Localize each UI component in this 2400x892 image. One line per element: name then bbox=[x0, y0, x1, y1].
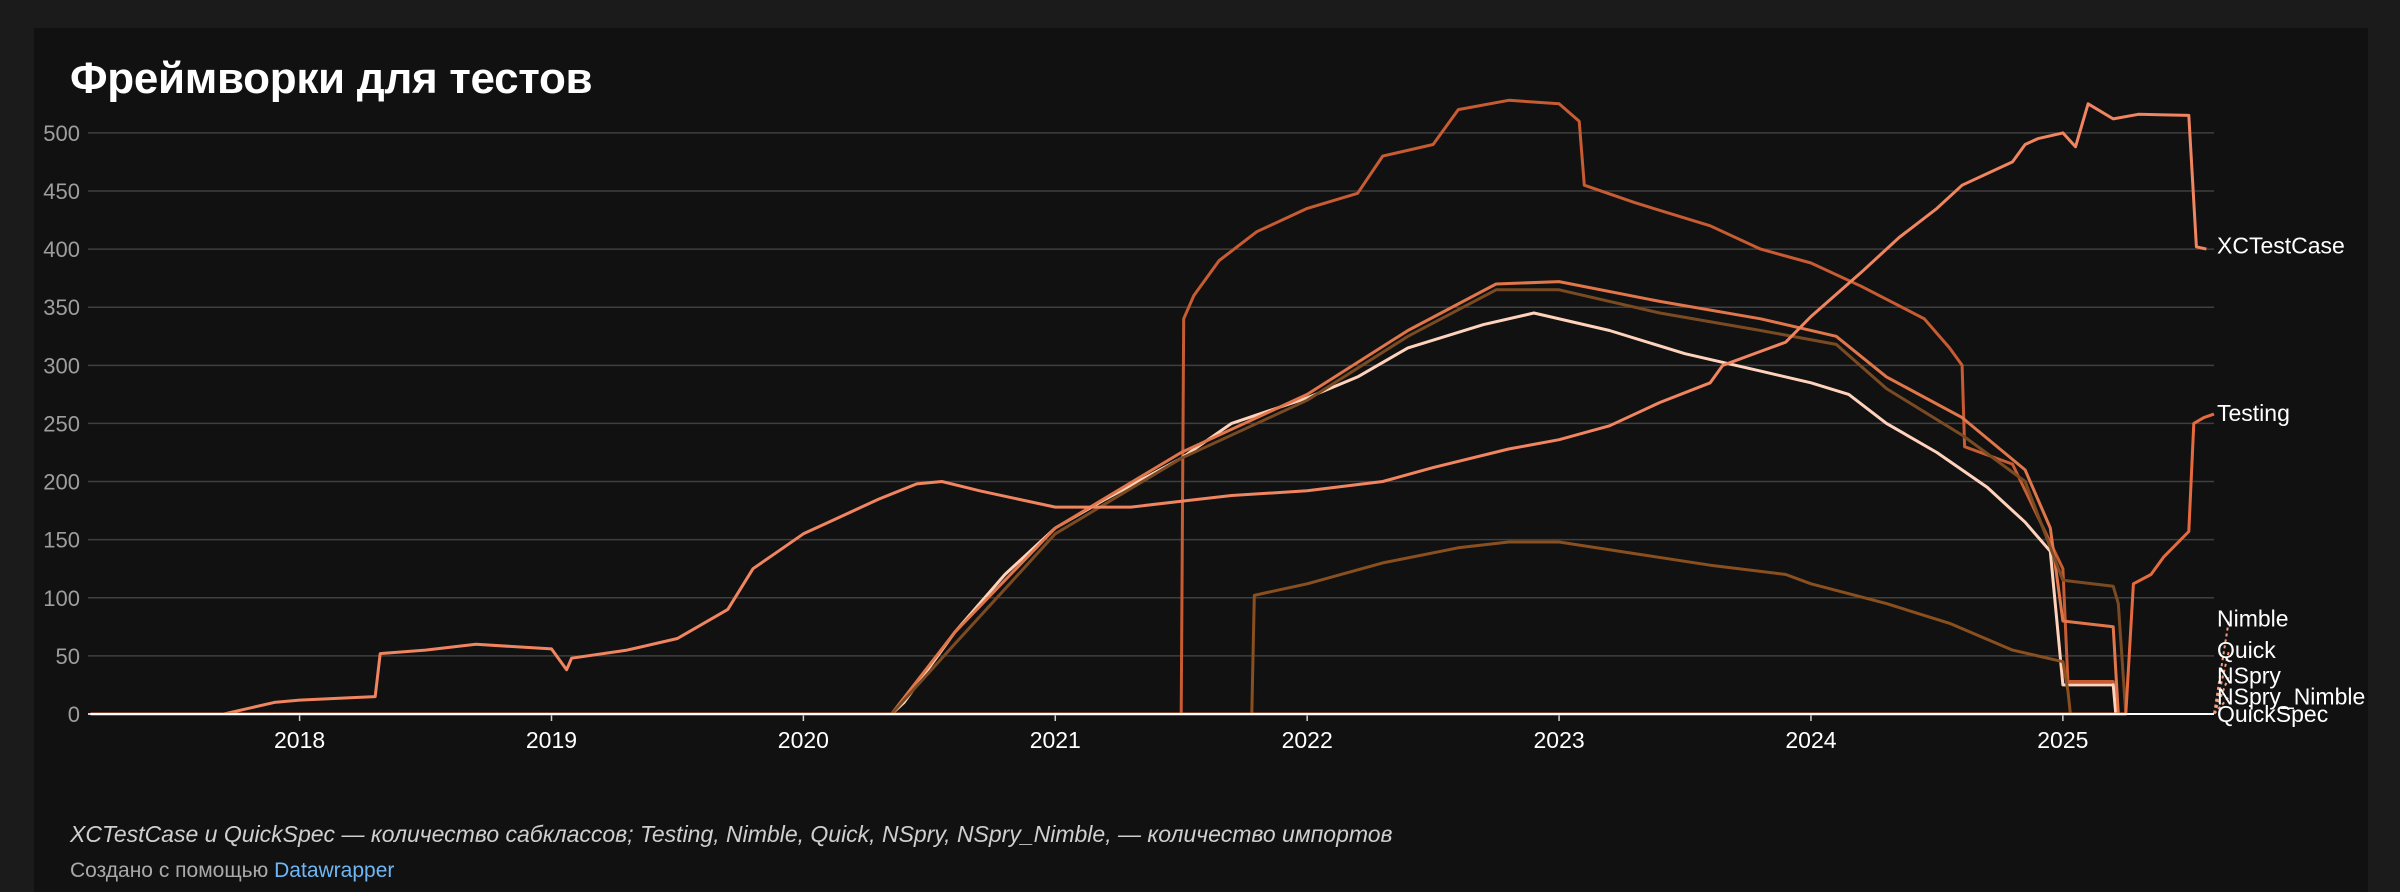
chart-notes: XCTestCase и QuickSpec — количество сабк… bbox=[70, 821, 1393, 847]
chart-title: Фреймворки для тестов bbox=[70, 54, 593, 103]
x-tick-label: 2019 bbox=[526, 727, 577, 753]
x-tick-label: 2024 bbox=[1785, 727, 1836, 753]
y-tick-label: 250 bbox=[43, 411, 80, 436]
y-tick-label: 100 bbox=[43, 586, 80, 611]
end-label-nspry: NSpry bbox=[2217, 663, 2281, 689]
y-tick-label: 50 bbox=[56, 644, 80, 669]
series-line bbox=[90, 98, 2120, 716]
y-tick-label: 500 bbox=[43, 121, 80, 146]
x-tick-label: 2021 bbox=[1030, 727, 1081, 753]
y-tick-label: 200 bbox=[43, 470, 80, 495]
series-line-nspry bbox=[90, 675, 2231, 715]
x-tick-label: 2018 bbox=[274, 727, 325, 753]
chart-card: Фреймворки для тестов 0 50 100 150 200 250 300… bbox=[34, 28, 2368, 892]
end-label-testing: Testing bbox=[2217, 400, 2290, 426]
end-label-nspry-nimble: NSpry_Nimble bbox=[2217, 684, 2365, 710]
datawrapper-link[interactable]: Datawrapper bbox=[274, 859, 395, 882]
x-tick-label: 2020 bbox=[778, 727, 829, 753]
x-tick-label: 2025 bbox=[2037, 727, 2088, 753]
credit-line: Создано с помощью Datawrapper bbox=[70, 859, 394, 883]
end-label-xctestcase: XCTestCase bbox=[2217, 233, 2345, 259]
end-label-nimble: Nimble bbox=[2217, 606, 2289, 632]
series-line bbox=[90, 540, 2072, 716]
y-tick-label: 300 bbox=[43, 353, 80, 378]
x-tick-label: 2023 bbox=[1533, 727, 1584, 753]
end-label-quick: Quick bbox=[2217, 637, 2276, 663]
series-line-testing bbox=[90, 412, 2215, 716]
series-line-nspry-nimble bbox=[90, 695, 2230, 715]
x-tick-label: 2022 bbox=[1282, 727, 1333, 753]
series-line bbox=[90, 288, 2128, 716]
credit-prefix: Создано с помощью bbox=[70, 859, 269, 882]
series-line-xctestcase bbox=[90, 102, 2207, 716]
y-tick-label: 0 bbox=[68, 702, 80, 727]
y-tick-label: 150 bbox=[43, 528, 80, 553]
y-tick-label: 400 bbox=[43, 237, 80, 262]
line-chart: 0 50 100 150 200 250 300 350 400 450 500 2018 2019 20… bbox=[43, 98, 2365, 753]
end-label-quickspec: QuickSpec bbox=[2217, 701, 2328, 727]
y-tick-label: 450 bbox=[43, 179, 80, 204]
y-tick-label: 350 bbox=[43, 295, 80, 320]
series-line-quick bbox=[90, 649, 2231, 715]
series-line bbox=[90, 311, 2118, 716]
series-line-nimble bbox=[90, 618, 2231, 715]
series-line bbox=[90, 280, 2120, 716]
